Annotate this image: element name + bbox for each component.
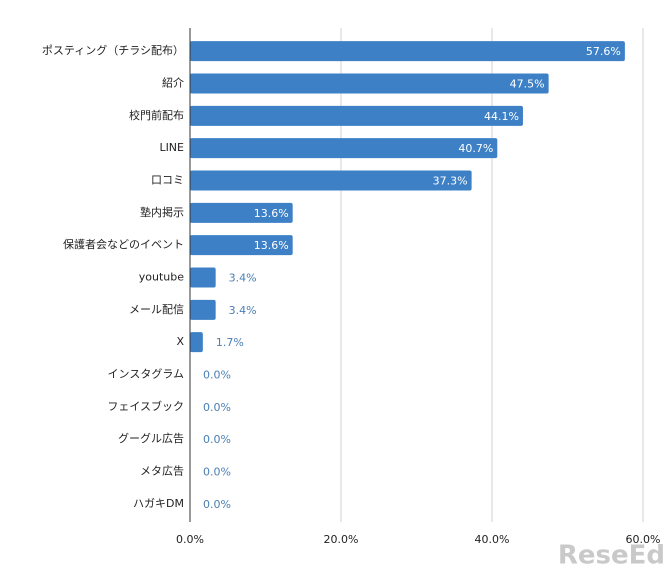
- bar: [190, 299, 216, 320]
- y-tick-label: ハガキDM: [133, 497, 184, 510]
- bar: [190, 41, 625, 62]
- x-tick-label: 40.0%: [475, 533, 510, 546]
- y-tick-label: ポスティング（チラシ配布）: [42, 43, 184, 57]
- value-label: 40.7%: [458, 142, 493, 155]
- x-tick-label: 0.0%: [176, 533, 204, 546]
- y-tick-label: インスタグラム: [108, 367, 184, 381]
- x-tick-label: 60.0%: [626, 533, 661, 546]
- value-label: 13.6%: [254, 207, 289, 220]
- value-label: 3.4%: [229, 304, 257, 317]
- y-tick-label: 保護者会などのイベント: [63, 237, 184, 251]
- value-label: 3.4%: [229, 272, 257, 285]
- bar: [190, 332, 203, 353]
- value-label: 0.0%: [203, 433, 231, 446]
- value-label: 0.0%: [203, 401, 231, 414]
- value-label: 0.0%: [203, 466, 231, 479]
- value-label: 44.1%: [484, 110, 519, 123]
- bar: [190, 235, 293, 256]
- y-tick-label: LINE: [159, 141, 184, 154]
- y-tick-label: 紹介: [162, 77, 184, 90]
- y-tick-label: X: [176, 335, 184, 348]
- value-label: 57.6%: [586, 45, 621, 58]
- value-label: 37.3%: [433, 175, 468, 188]
- value-label: 0.0%: [203, 498, 231, 511]
- x-tick-label: 20.0%: [324, 533, 359, 546]
- y-tick-label: 口コミ: [151, 174, 184, 187]
- y-tick-label: 校門前配布: [129, 108, 184, 122]
- bar: [190, 105, 523, 126]
- y-tick-label: グーグル広告: [118, 431, 184, 445]
- y-tick-label: 塾内掲示: [140, 205, 184, 219]
- value-label: 0.0%: [203, 369, 231, 382]
- watermark: ReseEd: [558, 541, 665, 571]
- y-tick-label: youtube: [139, 271, 184, 284]
- value-label: 1.7%: [216, 336, 244, 349]
- bar: [190, 267, 216, 288]
- bar: [190, 138, 498, 159]
- value-label: 13.6%: [254, 239, 289, 252]
- y-tick-label: メタ広告: [140, 465, 184, 478]
- y-tick-label: メール配信: [129, 303, 184, 316]
- bar: [190, 73, 549, 94]
- y-tick-label: フェイスブック: [107, 399, 184, 413]
- bar: [190, 202, 293, 223]
- bar: [190, 170, 472, 191]
- value-label: 47.5%: [510, 78, 545, 91]
